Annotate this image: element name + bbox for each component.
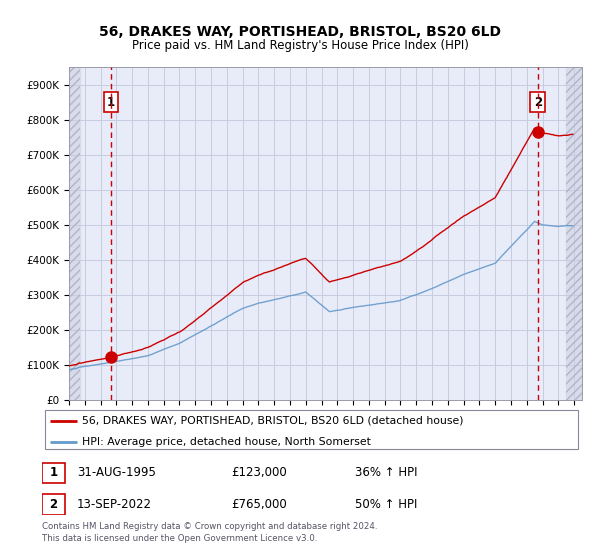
Text: 1: 1 (107, 96, 115, 109)
Text: 2: 2 (49, 498, 58, 511)
Text: 31-AUG-1995: 31-AUG-1995 (77, 466, 156, 479)
Bar (69, 67, 80, 400)
Text: 1: 1 (49, 466, 58, 479)
Text: 13-SEP-2022: 13-SEP-2022 (77, 498, 152, 511)
Text: 56, DRAKES WAY, PORTISHEAD, BRISTOL, BS20 6LD (detached house): 56, DRAKES WAY, PORTISHEAD, BRISTOL, BS2… (83, 416, 464, 426)
Bar (566, 67, 582, 400)
Bar (566, 67, 582, 400)
Text: Contains HM Land Registry data © Crown copyright and database right 2024.
This d: Contains HM Land Registry data © Crown c… (42, 522, 377, 543)
Text: 2: 2 (534, 96, 542, 109)
Text: HPI: Average price, detached house, North Somerset: HPI: Average price, detached house, Nort… (83, 437, 371, 446)
Text: Price paid vs. HM Land Registry's House Price Index (HPI): Price paid vs. HM Land Registry's House … (131, 39, 469, 53)
Text: £765,000: £765,000 (231, 498, 287, 511)
Text: 50% ↑ HPI: 50% ↑ HPI (355, 498, 418, 511)
Text: 56, DRAKES WAY, PORTISHEAD, BRISTOL, BS20 6LD: 56, DRAKES WAY, PORTISHEAD, BRISTOL, BS2… (99, 25, 501, 39)
Text: 36% ↑ HPI: 36% ↑ HPI (355, 466, 418, 479)
FancyBboxPatch shape (42, 494, 65, 515)
Text: £123,000: £123,000 (231, 466, 287, 479)
FancyBboxPatch shape (45, 410, 578, 449)
Bar (69, 67, 80, 400)
FancyBboxPatch shape (42, 463, 65, 483)
